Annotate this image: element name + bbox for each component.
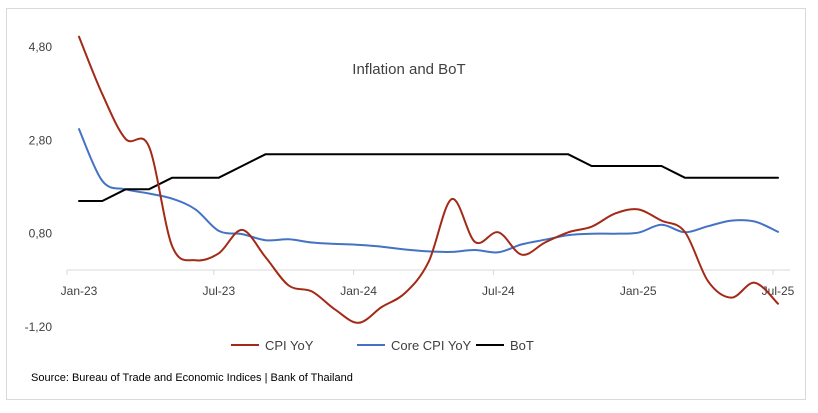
x-tick-label: Jul-24 bbox=[482, 284, 515, 298]
x-axis-ticks: Jan-23 Jul-23 Jan-24 Jul-24 Jan-25 Jul-25 bbox=[61, 270, 795, 298]
y-axis-ticks: 4,80 2,80 0,80 -1,20 bbox=[25, 40, 53, 334]
x-tick-label: Jan-24 bbox=[340, 284, 377, 298]
x-tick-label: Jan-25 bbox=[620, 284, 657, 298]
y-tick-label: -1,20 bbox=[25, 320, 53, 334]
legend-label-cpi-yoy: CPI YoY bbox=[265, 338, 314, 353]
legend-label-bot: BoT bbox=[510, 338, 534, 353]
series-line-core-cpi-yoy bbox=[78, 128, 779, 254]
y-tick-label: 0,80 bbox=[29, 227, 53, 241]
x-tick-label: Jan-23 bbox=[61, 284, 98, 298]
y-tick-label: 4,80 bbox=[29, 40, 53, 54]
x-tick-label: Jul-23 bbox=[202, 284, 235, 298]
source-note: Source: Bureau of Trade and Economic Ind… bbox=[31, 372, 353, 384]
chart-frame bbox=[6, 8, 806, 400]
y-tick-label: 2,80 bbox=[29, 133, 53, 147]
series-line-cpi-yoy bbox=[78, 35, 779, 324]
legend-label-core-cpi-yoy: Core CPI YoY bbox=[391, 338, 472, 353]
series-line-bot bbox=[78, 153, 779, 202]
chart-legend: CPI YoY Core CPI YoY BoT bbox=[231, 338, 534, 353]
chart-title: Inflation and BoT bbox=[352, 61, 465, 78]
series-lines bbox=[78, 35, 779, 324]
